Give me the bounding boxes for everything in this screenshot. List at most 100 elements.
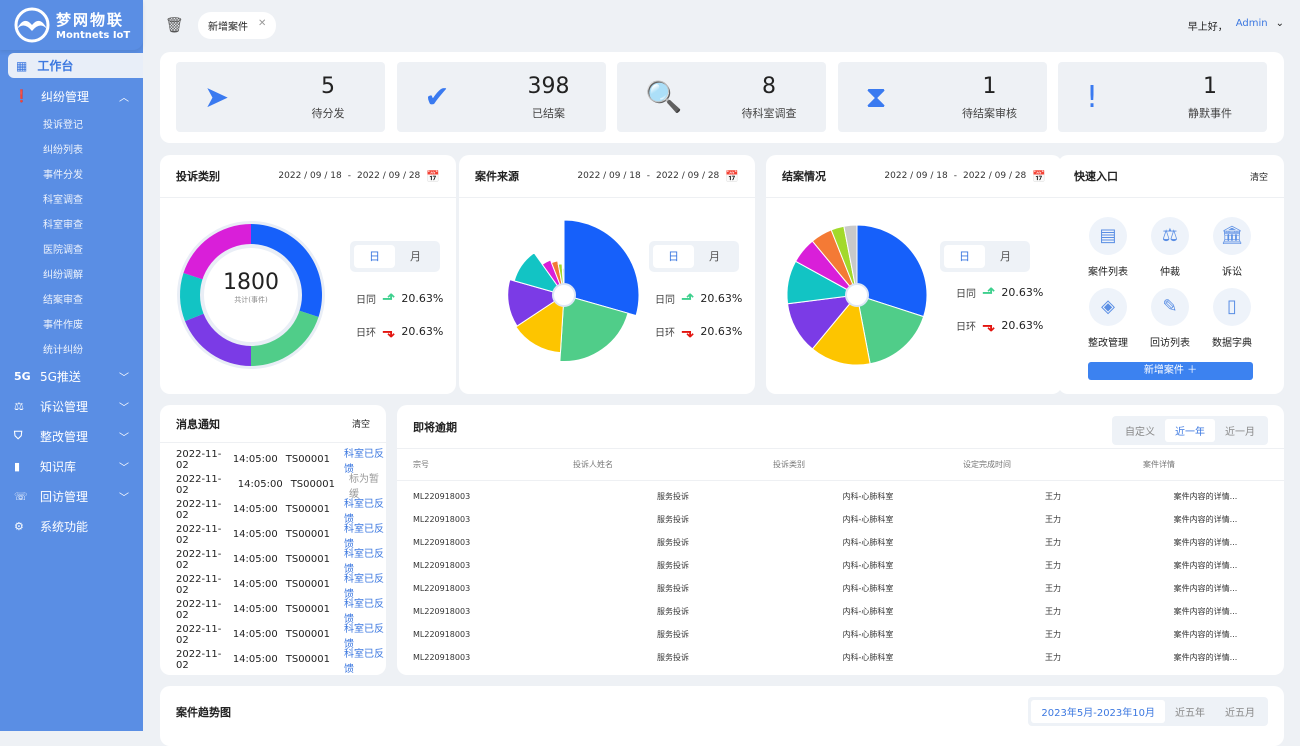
pie-slice[interactable] — [251, 310, 319, 366]
sidebar-item[interactable]: ⚙ 系统功能 — [0, 511, 143, 541]
message-row[interactable]: 2022-11-02 14:05:00 TS00001 科室已反馈 — [160, 572, 386, 600]
status-link[interactable]: 科室已反馈 — [344, 523, 385, 550]
sidebar-item[interactable]: ⚖ 诉讼管理 ﹀ — [0, 391, 143, 421]
sidebar-subitem[interactable]: 事件作废 — [43, 320, 83, 331]
sidebar-item[interactable]: ☏ 回访管理 ﹀ — [0, 481, 143, 511]
range-tab[interactable]: 近五月 — [1225, 708, 1255, 719]
user-menu[interactable]: Admin — [1235, 17, 1268, 29]
quick-entry[interactable]: ⚖ 仲裁 — [1140, 217, 1200, 278]
table-row[interactable]: ML220918003 服务投诉 内科-心肺科室 王力 案件内容的详情... — [397, 600, 1284, 623]
toggle-month[interactable]: 月 — [1000, 250, 1011, 263]
message-row[interactable]: 2022-11-02 14:05:00 TS00001 科室已反馈 — [160, 547, 386, 575]
quick-entry[interactable]: 🏛 诉讼 — [1202, 217, 1262, 278]
quick-entry[interactable]: ✎ 回访列表 — [1140, 288, 1200, 349]
message-row[interactable]: 2022-11-02 14:05:00 TS00001 科室已反馈 — [160, 497, 386, 525]
pie-slice[interactable] — [184, 313, 251, 366]
sidebar-item[interactable]: ▮ 知识库 ﹀ — [0, 451, 143, 481]
table-row[interactable]: ML220918003 服务投诉 内科-心肺科室 王力 案件内容的详情... — [397, 646, 1284, 669]
label: 数据字典 — [1212, 338, 1252, 349]
calendar-icon[interactable]: 📅 — [426, 169, 440, 183]
sidebar-subitem[interactable]: 结案审查 — [43, 295, 83, 306]
sidebar-subitem[interactable]: 医院调查 — [43, 245, 83, 256]
toggle-day[interactable]: 日 — [354, 245, 395, 268]
message-row[interactable]: 2022-11-02 14:05:00 TS00001 科室已反馈 — [160, 647, 386, 675]
table-row[interactable]: ML220918003 服务投诉 内科-心肺科室 王力 案件内容的详情... — [397, 554, 1284, 577]
date-to[interactable]: 2022 / 09 / 28 — [356, 171, 421, 181]
stat-card[interactable]: 🔍 8 待科室调查 — [617, 62, 826, 132]
pie-slice[interactable] — [856, 294, 925, 365]
pie-slice[interactable] — [559, 294, 629, 362]
sidebar-subitem[interactable]: 统计纠纷 — [43, 345, 83, 356]
status-link[interactable]: 标为暂缓 — [348, 473, 379, 500]
pie-slice[interactable] — [856, 224, 928, 318]
sidebar-group-disputes[interactable]: ❗ 纠纷管理 ︿ — [0, 81, 143, 111]
table-row[interactable]: ML220918003 服务投诉 内科-心肺科室 王力 案件内容的详情... — [397, 508, 1284, 531]
clear-button[interactable]: 清空 — [1249, 172, 1268, 183]
pie-slice[interactable] — [180, 273, 206, 322]
pie-slice[interactable] — [843, 224, 858, 296]
pie-slice[interactable] — [515, 294, 565, 354]
message-row[interactable]: 2022-11-02 14:05:00 TS00001 科室已反馈 — [160, 447, 386, 475]
stat-card[interactable]: ⧗ 1 待结案审核 — [837, 62, 1047, 132]
close-icon[interactable]: ✕ — [258, 17, 267, 29]
date-from[interactable]: 2022 / 09 / 18 — [884, 171, 948, 181]
status-link[interactable]: 科室已反馈 — [344, 623, 385, 650]
message-row[interactable]: 2022-11-02 14:05:00 TS00001 标为暂缓 — [160, 472, 386, 500]
sidebar-subitem[interactable]: 科室调查 — [43, 195, 83, 206]
pie-slice[interactable] — [563, 219, 640, 317]
message-row[interactable]: 2022-11-02 14:05:00 TS00001 科室已反馈 — [160, 597, 386, 625]
sidebar-subitem[interactable]: 科室审查 — [43, 220, 83, 231]
range-tab[interactable]: 2023年5月-2023年10月 — [1031, 700, 1165, 723]
pie-slice[interactable] — [513, 252, 566, 296]
day-month-toggle[interactable]: 日月 — [649, 241, 739, 272]
pie-slice[interactable] — [811, 293, 871, 366]
status-link[interactable]: 科室已反馈 — [344, 498, 385, 525]
date-to[interactable]: 2022 / 09 / 28 — [962, 171, 1027, 181]
toggle-month[interactable]: 月 — [709, 250, 720, 263]
table-row[interactable]: ML220918003 服务投诉 内科-心肺科室 王力 案件内容的详情... — [397, 531, 1284, 554]
range-tab[interactable]: 自定义 — [1125, 427, 1155, 438]
sidebar-item[interactable]: ⛉ 整改管理 ﹀ — [0, 421, 143, 451]
add-case-button[interactable]: 新增案件 ＋ — [1088, 362, 1253, 380]
stat-card[interactable]: ! 1 静默事件 — [1058, 62, 1267, 132]
date-from[interactable]: 2022 / 09 / 18 — [577, 171, 641, 181]
toggle-day[interactable]: 日 — [944, 245, 985, 268]
sidebar-item[interactable]: 5G 5G推送 ﹀ — [0, 361, 143, 391]
date-from[interactable]: 2022 / 09 / 18 — [278, 171, 342, 181]
range-tab[interactable]: 近五年 — [1175, 708, 1205, 719]
table-row[interactable]: ML220918003 服务投诉 内科-心肺科室 王力 案件内容的详情... — [397, 577, 1284, 600]
pie-slice[interactable] — [183, 224, 251, 280]
calendar-icon[interactable]: 📅 — [1032, 169, 1046, 183]
toggle-month[interactable]: 月 — [410, 250, 421, 263]
status-link[interactable]: 科室已反馈 — [344, 448, 385, 475]
table-row[interactable]: ML220918003 服务投诉 内科-心肺科室 王力 案件内容的详情... — [397, 623, 1284, 646]
quick-entry[interactable]: ◈ 整改管理 — [1078, 288, 1138, 349]
date-to[interactable]: 2022 / 09 / 28 — [655, 171, 720, 181]
message-row[interactable]: 2022-11-02 14:05:00 TS00001 科室已反馈 — [160, 622, 386, 650]
range-tab[interactable]: 近一月 — [1225, 427, 1255, 438]
sidebar-item-workbench[interactable]: ▦ 工作台 — [8, 53, 143, 78]
status-link[interactable]: 科室已反馈 — [344, 573, 385, 600]
day-month-toggle[interactable]: 日月 — [940, 241, 1030, 272]
clear-button[interactable]: 清空 — [351, 420, 370, 430]
quick-entry[interactable]: ▯ 数据字典 — [1202, 288, 1262, 349]
sidebar-subitem[interactable]: 投诉登记 — [43, 120, 83, 131]
quick-entry[interactable]: ▤ 案件列表 — [1078, 217, 1138, 278]
trash-icon[interactable]: 🗑 — [165, 16, 185, 34]
stat-card[interactable]: ➤ 5 待分发 — [176, 62, 385, 132]
stat-card[interactable]: ✔ 398 已结案 — [396, 62, 606, 132]
tab-new-case[interactable]: 新增案件 ✕ — [198, 11, 277, 39]
day-month-toggle[interactable]: 日月 — [350, 241, 440, 272]
status-link[interactable]: 科室已反馈 — [344, 598, 385, 625]
chevron-down-icon[interactable]: ⌄ — [1275, 17, 1284, 29]
table-row[interactable]: ML220918003 服务投诉 内科-心肺科室 王力 案件内容的详情... — [397, 485, 1284, 508]
sidebar-subitem[interactable]: 事件分发 — [43, 170, 83, 181]
toggle-day[interactable]: 日 — [653, 245, 694, 268]
sidebar-subitem[interactable]: 纠纷调解 — [43, 270, 83, 281]
sidebar-subitem[interactable]: 纠纷列表 — [43, 145, 83, 156]
status-link[interactable]: 科室已反馈 — [344, 648, 385, 675]
calendar-icon[interactable]: 📅 — [725, 169, 739, 183]
message-row[interactable]: 2022-11-02 14:05:00 TS00001 科室已反馈 — [160, 522, 386, 550]
range-tab[interactable]: 近一年 — [1165, 419, 1215, 442]
status-link[interactable]: 科室已反馈 — [344, 548, 385, 575]
